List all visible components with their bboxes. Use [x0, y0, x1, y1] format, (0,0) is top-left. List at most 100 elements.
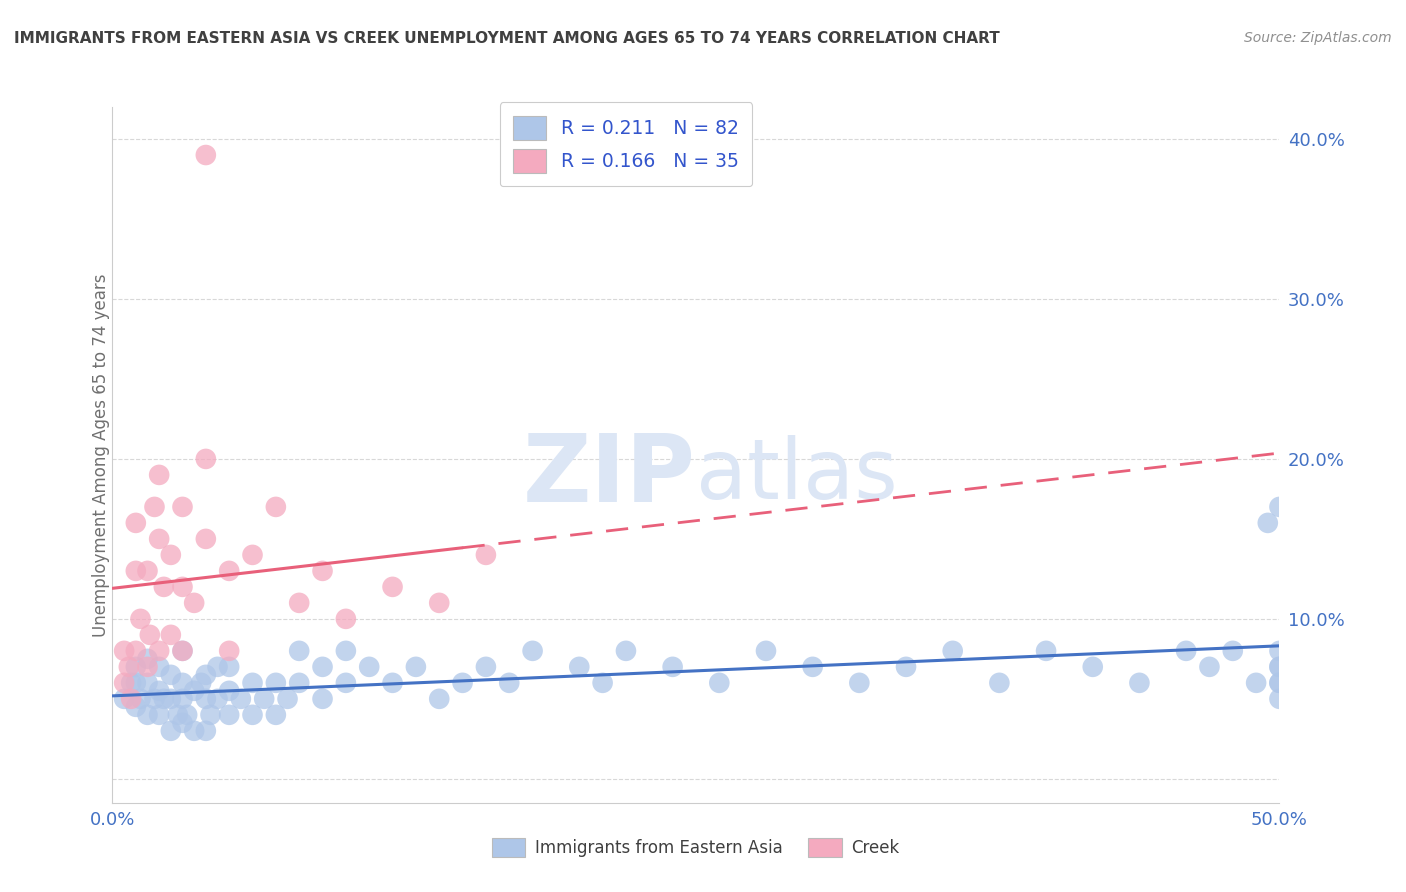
- Point: [755, 644, 778, 658]
- Point: [125, 676, 148, 690]
- Y-axis label: Unemployment Among Ages 65 to 74 years: Unemployment Among Ages 65 to 74 years: [93, 273, 110, 637]
- Point: [218, 564, 240, 578]
- Point: [125, 660, 148, 674]
- Text: IMMIGRANTS FROM EASTERN ASIA VS CREEK UNEMPLOYMENT AMONG AGES 65 TO 74 YEARS COR: IMMIGRANTS FROM EASTERN ASIA VS CREEK UN…: [14, 31, 1000, 46]
- Point: [568, 660, 591, 674]
- Point: [1128, 676, 1150, 690]
- Point: [160, 668, 183, 682]
- Point: [451, 676, 474, 690]
- Point: [242, 707, 264, 722]
- Point: [1175, 644, 1198, 658]
- Point: [1257, 516, 1279, 530]
- Point: [1268, 676, 1291, 690]
- Point: [143, 691, 166, 706]
- Point: [1268, 500, 1291, 514]
- Point: [311, 564, 333, 578]
- Point: [160, 628, 183, 642]
- Point: [160, 691, 183, 706]
- Point: [166, 707, 188, 722]
- Point: [614, 644, 637, 658]
- Point: [264, 676, 287, 690]
- Point: [148, 644, 170, 658]
- Point: [136, 676, 159, 690]
- Point: [176, 707, 198, 722]
- Point: [242, 548, 264, 562]
- Point: [942, 644, 965, 658]
- Point: [1268, 644, 1291, 658]
- Point: [172, 676, 194, 690]
- Point: [148, 707, 170, 722]
- Point: [139, 628, 162, 642]
- Point: [194, 723, 217, 738]
- Point: [125, 516, 148, 530]
- Point: [129, 691, 152, 706]
- Point: [172, 644, 194, 658]
- Point: [194, 148, 217, 162]
- Point: [1198, 660, 1220, 674]
- Point: [125, 644, 148, 658]
- Point: [183, 723, 205, 738]
- Point: [1222, 644, 1244, 658]
- Point: [475, 660, 498, 674]
- Point: [276, 691, 298, 706]
- Point: [112, 644, 135, 658]
- Point: [288, 596, 311, 610]
- Point: [218, 683, 240, 698]
- Text: atlas: atlas: [696, 435, 897, 516]
- Point: [1035, 644, 1057, 658]
- Point: [129, 612, 152, 626]
- Point: [136, 660, 159, 674]
- Point: [1244, 676, 1267, 690]
- Point: [253, 691, 276, 706]
- Point: [592, 676, 614, 690]
- Point: [709, 676, 731, 690]
- Point: [335, 644, 357, 658]
- Point: [172, 500, 194, 514]
- Point: [160, 548, 183, 562]
- Point: [148, 532, 170, 546]
- Point: [194, 532, 217, 546]
- Point: [264, 707, 287, 722]
- Point: [848, 676, 870, 690]
- Point: [143, 500, 166, 514]
- Point: [172, 580, 194, 594]
- Point: [200, 707, 222, 722]
- Point: [120, 676, 142, 690]
- Point: [288, 676, 311, 690]
- Point: [242, 676, 264, 690]
- Point: [264, 500, 287, 514]
- Point: [136, 652, 159, 666]
- Point: [153, 580, 176, 594]
- Point: [1268, 660, 1291, 674]
- Point: [1268, 691, 1291, 706]
- Point: [335, 676, 357, 690]
- Point: [988, 676, 1011, 690]
- Point: [311, 691, 333, 706]
- Point: [335, 612, 357, 626]
- Point: [218, 644, 240, 658]
- Point: [661, 660, 683, 674]
- Point: [160, 723, 183, 738]
- Text: ZIP: ZIP: [523, 430, 696, 522]
- Point: [125, 564, 148, 578]
- Point: [405, 660, 427, 674]
- Point: [136, 564, 159, 578]
- Point: [1268, 676, 1291, 690]
- Point: [194, 451, 217, 466]
- Point: [229, 691, 252, 706]
- Point: [218, 660, 240, 674]
- Point: [112, 676, 135, 690]
- Point: [1268, 660, 1291, 674]
- Point: [172, 691, 194, 706]
- Point: [311, 660, 333, 674]
- Point: [498, 676, 520, 690]
- Point: [120, 691, 142, 706]
- Point: [288, 644, 311, 658]
- Point: [218, 707, 240, 722]
- Point: [148, 467, 170, 482]
- Legend: Immigrants from Eastern Asia, Creek: Immigrants from Eastern Asia, Creek: [485, 831, 907, 864]
- Point: [183, 596, 205, 610]
- Point: [381, 676, 404, 690]
- Point: [359, 660, 381, 674]
- Point: [475, 548, 498, 562]
